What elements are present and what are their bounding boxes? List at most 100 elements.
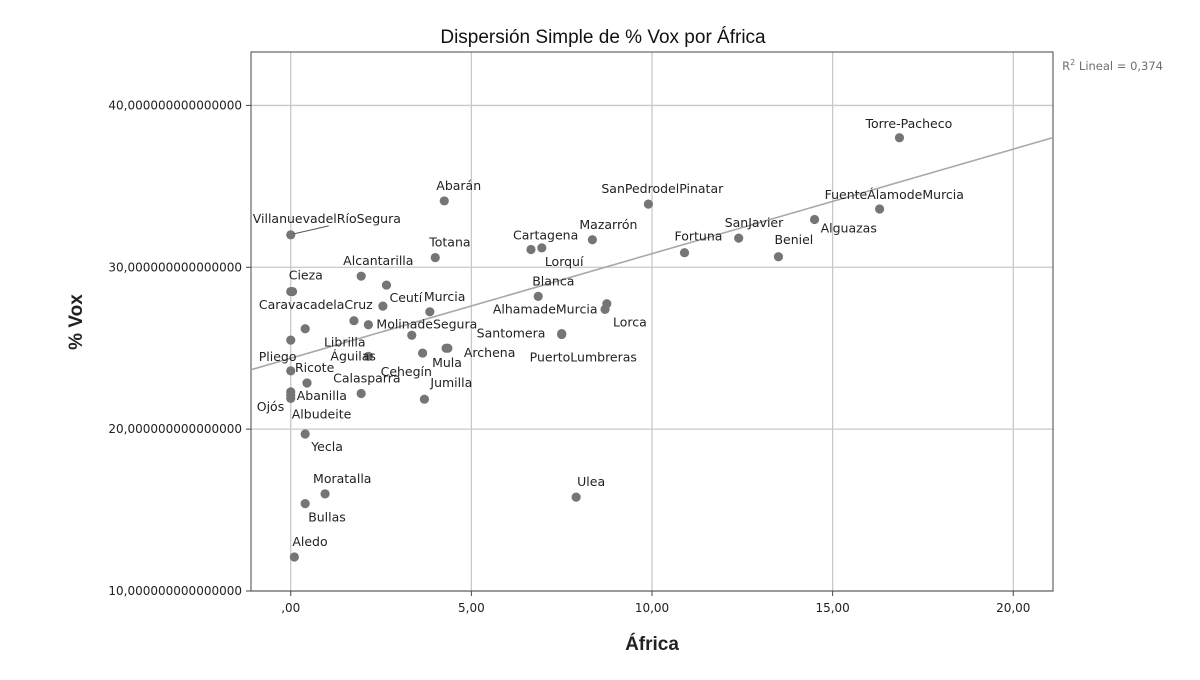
data-point <box>734 233 744 243</box>
point-label: CaravacadelaCruz <box>259 297 373 312</box>
point-label: FuenteÁlamodeMurcia <box>825 187 964 202</box>
point-label: SanPedrodelPinatar <box>601 181 724 196</box>
point-label: Aledo <box>292 534 327 549</box>
point-label: AlhamadeMurcia <box>493 302 598 317</box>
data-point <box>443 343 453 353</box>
point-label: Ojós <box>257 399 284 414</box>
y-axis: 10,000000000000000 20,000000000000000 30,0… <box>108 98 251 598</box>
data-point <box>557 329 567 340</box>
data-point <box>679 248 690 258</box>
point-label: PuertoLumbreras <box>530 349 637 364</box>
x-axis: ,00 5,00 10,00 15,00 20,00 <box>281 591 1030 615</box>
y-axis-title: % Vox <box>66 294 87 350</box>
point-label: Blanca <box>532 273 574 288</box>
data-point <box>571 492 581 502</box>
data-point <box>407 330 417 340</box>
point-label: Jumilla <box>429 375 472 390</box>
data-point <box>286 335 296 345</box>
data-point <box>289 552 299 562</box>
point-label: Beniel <box>774 232 813 247</box>
data-point <box>286 366 296 376</box>
point-label: Santomera <box>477 326 546 341</box>
data-point <box>286 387 296 397</box>
point-label: Cehegín <box>381 364 432 379</box>
point-label: Mula <box>432 355 462 370</box>
data-point <box>356 271 366 281</box>
point-label: Mazarrón <box>579 217 637 232</box>
point-label: Lorca <box>613 314 647 329</box>
point-label: Alguazas <box>821 221 877 236</box>
point-label: Cieza <box>289 268 323 283</box>
data-point <box>526 244 536 255</box>
y-tick-label: 20,000000000000000 <box>108 422 242 436</box>
point-label: SanJavier <box>725 215 784 230</box>
point-label: Abarán <box>436 178 481 193</box>
point-label: Bullas <box>308 510 346 525</box>
data-point <box>874 204 885 214</box>
data-point <box>320 489 330 499</box>
data-point <box>439 196 449 206</box>
data-point <box>349 316 359 326</box>
data-point <box>425 307 435 317</box>
data-point <box>600 304 610 314</box>
data-point <box>356 388 366 399</box>
data-point <box>378 301 388 311</box>
point-label: MolinadeSegura <box>376 317 477 332</box>
x-tick-label: 15,00 <box>815 601 849 615</box>
point-label: Cartagena <box>513 227 578 242</box>
y-tick-label: 40,000000000000000 <box>108 98 242 112</box>
point-label: Librilla <box>324 335 366 350</box>
data-point <box>537 243 547 253</box>
point-label: Águilas <box>330 348 376 363</box>
data-point <box>300 429 310 439</box>
label-leader-line <box>293 225 329 235</box>
data-points <box>286 133 905 562</box>
point-label: Pliego <box>259 349 297 364</box>
point-label: Ulea <box>577 474 605 489</box>
data-point <box>809 214 820 225</box>
x-axis-title: África <box>625 633 679 655</box>
y-tick-label: 30,000000000000000 <box>108 260 242 274</box>
point-label: Archena <box>464 345 515 360</box>
point-label: Abanilla <box>297 388 347 403</box>
data-point <box>286 393 296 403</box>
point-label: Lorquí <box>545 254 584 269</box>
point-label: Ricote <box>295 360 335 375</box>
data-point <box>302 378 312 388</box>
point-label: Alcantarilla <box>343 253 413 268</box>
point-labels: Torre-Pacheco FuenteÁlamodeMurcia Alguazas… <box>253 116 964 549</box>
data-point <box>773 252 784 262</box>
x-tick-label: 20,00 <box>996 601 1030 615</box>
r2-annotation: R2 Lineal = 0,374 <box>1062 58 1163 73</box>
data-point <box>894 133 905 143</box>
data-point <box>287 286 298 297</box>
y-tick-label: 10,000000000000000 <box>108 584 242 598</box>
chart-title: Dispersión Simple de % Vox por África <box>440 27 766 48</box>
data-point <box>417 348 428 358</box>
point-label: Torre-Pacheco <box>864 116 952 131</box>
data-point <box>643 199 653 209</box>
data-point <box>587 235 597 245</box>
point-label: Calasparra <box>333 371 400 386</box>
data-point <box>419 394 430 404</box>
x-tick-label: ,00 <box>281 601 300 615</box>
data-point <box>363 351 374 361</box>
data-point <box>381 280 392 290</box>
data-point <box>286 230 296 240</box>
point-label: Moratalla <box>313 471 371 486</box>
point-label: Ceutí <box>389 290 422 305</box>
x-tick-label: 10,00 <box>635 601 669 615</box>
point-label: Murcia <box>424 289 466 304</box>
point-label: VillanuevadelRíoSegura <box>253 211 401 226</box>
point-label: Fortuna <box>675 229 723 244</box>
linear-fit-line <box>250 136 1054 371</box>
data-point <box>533 291 543 302</box>
data-point <box>300 324 310 334</box>
data-point <box>363 320 374 330</box>
point-label: Yecla <box>310 439 343 454</box>
data-point <box>430 252 440 263</box>
x-tick-label: 5,00 <box>458 601 485 615</box>
point-label: Totana <box>428 235 470 250</box>
